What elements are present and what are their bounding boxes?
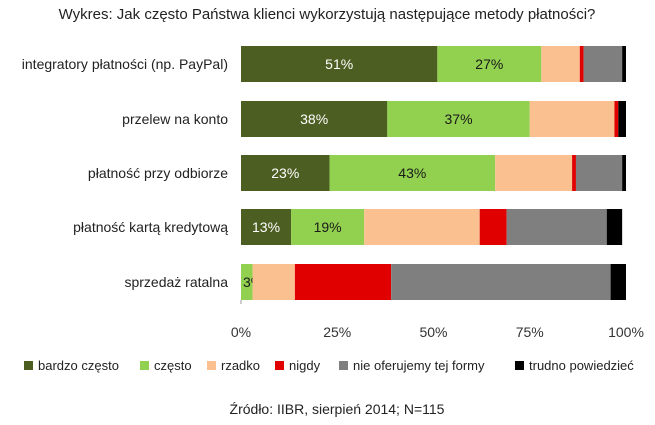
bar-segment <box>583 46 623 82</box>
legend-label: często <box>154 358 192 373</box>
legend: bardzo często często rzadko nigdy nie oferuj… <box>24 358 634 373</box>
bar-segment <box>541 46 580 82</box>
legend-swatch <box>339 361 348 370</box>
bar-segment <box>387 101 530 137</box>
legend-label: nigdy <box>289 358 321 373</box>
bar-segment <box>622 155 626 191</box>
bar-segment <box>241 101 388 137</box>
x-axis: 0% 25% 50% 75% 100% <box>231 300 644 340</box>
legend-label: trudno powiedzieć <box>529 358 634 373</box>
bars: 51%27%38%37%23%43%13%19%3% <box>241 46 626 300</box>
data-label: 19% <box>314 219 342 235</box>
category-label: przelew na konto <box>122 111 228 127</box>
bar-segment <box>622 46 626 82</box>
bar-segment <box>572 155 576 191</box>
legend-label: nie oferujemy tej formy <box>353 358 485 373</box>
data-label: 27% <box>475 56 503 72</box>
category-labels: integratory płatności (np. PayPal) przele… <box>22 56 228 290</box>
category-label: sprzedaż ratalna <box>124 274 228 290</box>
category-label: płatność kartą kredytową <box>73 219 228 235</box>
bar-segment <box>529 101 615 137</box>
x-tick-label: 25% <box>323 324 351 340</box>
bar-segment <box>614 101 619 137</box>
x-tick-label: 0% <box>231 324 251 340</box>
bar-segment <box>291 209 365 245</box>
bar-segment <box>610 264 626 300</box>
bar-segment <box>506 209 607 245</box>
legend-swatch <box>515 361 524 370</box>
bar-segment <box>391 264 611 300</box>
bar-segment <box>241 209 292 245</box>
source-note: Źródło: IIBR, sierpień 2014; N=115 <box>230 401 445 417</box>
chart-title: Wykres: Jak często Państwa klienci wykor… <box>59 6 596 23</box>
bar-segment <box>241 264 253 300</box>
bar-segment <box>579 46 584 82</box>
legend-swatch <box>275 361 284 370</box>
data-label: 13% <box>252 219 280 235</box>
legend-swatch <box>140 361 149 370</box>
data-label: 23% <box>271 165 299 181</box>
data-label: 38% <box>300 111 328 127</box>
data-label: 43% <box>398 165 426 181</box>
x-tick-label: 75% <box>516 324 544 340</box>
x-tick-label: 100% <box>608 324 644 340</box>
x-tick-label: 50% <box>419 324 447 340</box>
bar-segment <box>575 155 623 191</box>
bar-segment <box>618 101 626 137</box>
bar-segment <box>606 209 623 245</box>
bar-segment <box>241 155 330 191</box>
bar-segment <box>241 46 438 82</box>
bar-segment <box>364 209 480 245</box>
legend-label: rzadko <box>221 358 260 373</box>
bar-segment <box>294 264 392 300</box>
bar-segment <box>329 155 496 191</box>
bar-segment <box>252 264 295 300</box>
category-label: płatność przy odbiorze <box>88 165 228 181</box>
bar-segment <box>437 46 542 82</box>
data-label: 37% <box>445 111 473 127</box>
legend-swatch <box>24 361 33 370</box>
bar-segment <box>495 155 573 191</box>
legend-label: bardzo często <box>38 358 119 373</box>
category-label: integratory płatności (np. PayPal) <box>22 56 228 72</box>
data-label: 51% <box>325 56 353 72</box>
bar-segment <box>479 209 507 245</box>
legend-swatch <box>207 361 216 370</box>
